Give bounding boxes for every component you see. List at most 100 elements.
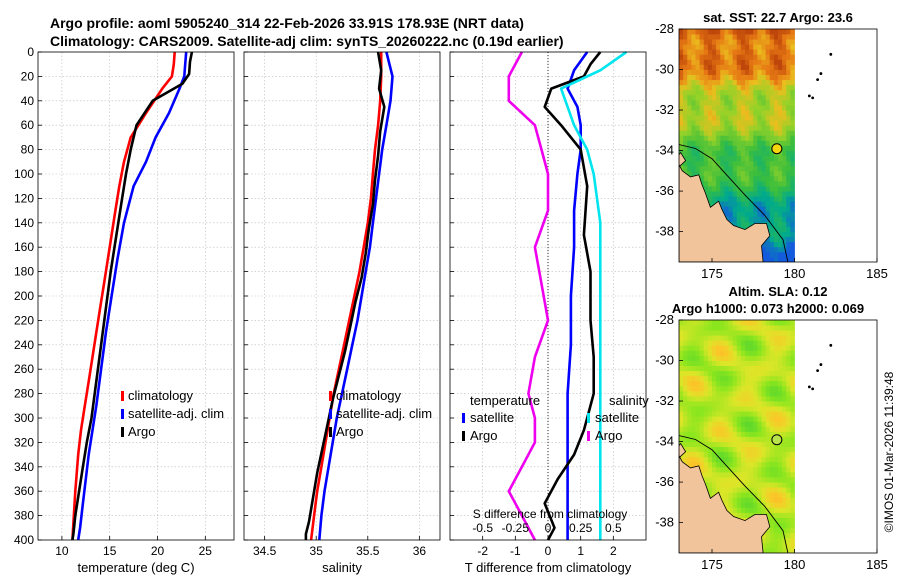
sla-map-cell — [773, 390, 779, 397]
sst-map-cell — [679, 74, 684, 81]
sst-map-cell — [720, 160, 725, 167]
sst-map-cell — [720, 89, 725, 96]
sla-map-cell — [699, 416, 705, 422]
sla-map-cell — [769, 461, 775, 468]
sst-map-cell — [736, 54, 742, 60]
sst-map-cell — [724, 165, 729, 172]
sst-map-cell — [765, 251, 771, 258]
sst-map-cell — [707, 29, 713, 35]
sla-map-cell — [720, 436, 725, 442]
series-line-temperature-argo — [543, 51, 602, 541]
sla-map-cell — [712, 365, 717, 372]
sla-map-cell — [707, 390, 713, 397]
sla-map-cell — [765, 330, 771, 336]
sst-map-cell — [749, 165, 754, 172]
sla-map-cell — [749, 320, 754, 326]
sst-map-cell — [703, 160, 709, 167]
sla-map-cell — [703, 395, 709, 402]
sla-map-cell — [687, 335, 692, 341]
sst-map-cell — [761, 64, 767, 70]
sla-map-cell — [724, 431, 729, 437]
sla-map-cell — [778, 482, 783, 488]
sst-map-cell — [778, 211, 783, 217]
sla-map-cell — [732, 325, 738, 331]
sla-map-cell — [679, 365, 684, 372]
sla-map-cell — [732, 355, 738, 361]
sla-map-cell — [724, 461, 729, 468]
sst-map-cell — [732, 39, 738, 45]
sla-map-cell — [778, 547, 783, 553]
sla-map-cell — [749, 375, 754, 382]
sla-map-cell — [765, 350, 771, 356]
sst-map-cell — [769, 251, 775, 258]
sla-map-cell — [745, 441, 750, 448]
sla-map-cell — [683, 385, 688, 392]
sst-map-cell — [740, 201, 746, 207]
sla-map-cell — [778, 507, 783, 513]
temperature-profile-ytick-label: 20 — [21, 69, 35, 83]
sla-map-cell — [736, 411, 742, 417]
sst-map-cell — [761, 165, 767, 172]
sla-map-cell — [740, 477, 746, 483]
sla-map-cell — [778, 431, 783, 437]
sst-map-ytick-label: -36 — [655, 183, 674, 198]
sla-map-cell — [782, 350, 787, 356]
sla-map-cell — [728, 390, 734, 397]
sla-map-cell — [753, 395, 758, 402]
diff-legend-temperature-swatch — [462, 413, 465, 423]
sst-map-cell — [703, 79, 709, 86]
sla-map-cell — [691, 355, 696, 361]
sst-map-cell — [786, 135, 791, 141]
sst-map-cell — [695, 64, 701, 70]
sst-map-cell — [699, 49, 705, 55]
sla-map-cell — [712, 411, 717, 417]
sst-map-cell — [716, 160, 721, 167]
sla-map-cell — [749, 466, 754, 473]
sst-map-cell — [736, 211, 742, 217]
sla-map-cell — [745, 335, 750, 341]
sla-map-cell — [782, 537, 787, 544]
sla-map-cell — [769, 330, 775, 336]
sst-map-cell — [707, 64, 713, 70]
sst-map-cell — [757, 69, 762, 75]
sla-map-cell — [757, 456, 762, 463]
sst-map-cell — [712, 175, 717, 182]
sst-map-cell — [773, 84, 779, 91]
sst-map-cell — [703, 84, 709, 91]
sla-map-cell — [703, 320, 709, 326]
sla-map-cell — [769, 345, 775, 351]
sst-map-cell — [757, 145, 762, 151]
sla-map-cell — [740, 375, 746, 382]
salinity-profile-legend-swatch — [329, 391, 332, 401]
sla-map-cell — [707, 375, 713, 382]
sla-map-cell — [769, 411, 775, 417]
sla-map-cell — [765, 542, 771, 549]
sla-map-cell — [765, 436, 771, 442]
sst-map-cell — [720, 84, 725, 91]
sst-map-cell — [707, 94, 713, 101]
sst-map-cell — [757, 140, 762, 146]
sla-map-cell — [740, 461, 746, 468]
sst-map-cell — [699, 44, 705, 50]
sla-map-cell — [736, 395, 742, 402]
sst-map-cell — [687, 34, 692, 40]
sla-map-cell — [778, 355, 783, 361]
sla-map-cell — [757, 375, 762, 382]
sst-map-ytick-label: -30 — [655, 62, 674, 77]
sla-map-cell — [736, 385, 742, 392]
sla-map-cell — [765, 370, 771, 377]
sla-map-cell — [724, 395, 729, 402]
sla-map-cell — [765, 360, 771, 366]
sla-map-cell — [745, 471, 750, 478]
sst-map-cell — [716, 135, 721, 141]
sla-map-cell — [773, 522, 779, 529]
sla-map-cell — [679, 401, 684, 407]
sst-map-cell — [695, 135, 701, 141]
sst-map-cell — [732, 175, 738, 182]
sla-map-cell — [691, 325, 696, 331]
sla-map-cell — [769, 492, 775, 498]
sst-map-cell — [736, 110, 742, 116]
sst-map-cell — [683, 125, 688, 131]
sla-map-cell — [786, 380, 791, 387]
sla-map-cell — [769, 456, 775, 463]
